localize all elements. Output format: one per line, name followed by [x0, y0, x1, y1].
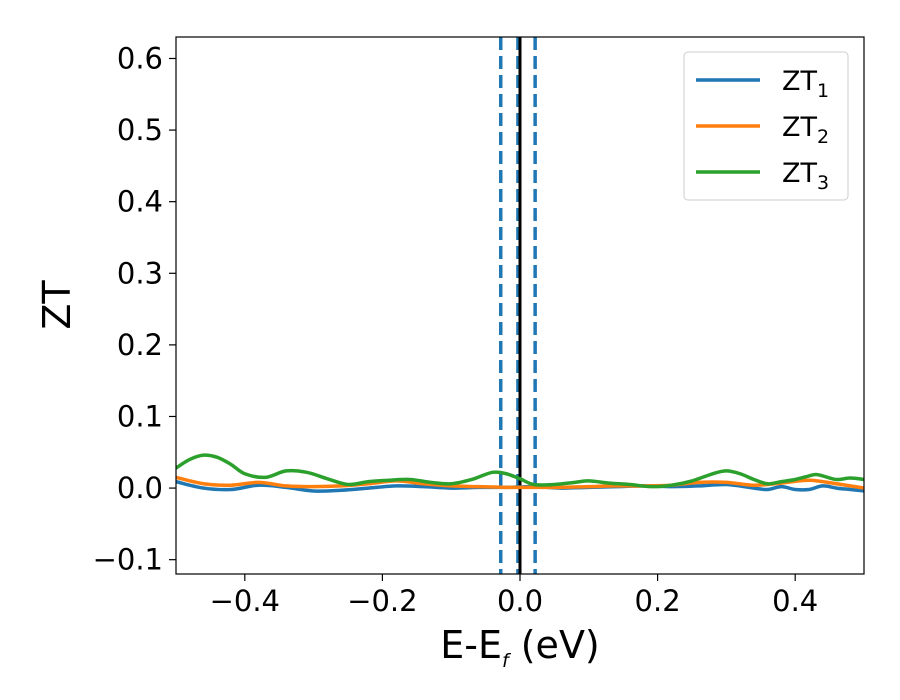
legend-label-3: ZT3	[782, 158, 829, 194]
y-tick-label: 0.4	[117, 185, 163, 219]
y-tick-label: 0.0	[117, 471, 163, 505]
y-tick-label: 0.1	[117, 399, 163, 433]
y-tick-label: 0.2	[117, 328, 163, 362]
legend-label-2: ZT2	[782, 112, 829, 148]
y-axis-label: ZT	[35, 280, 79, 330]
x-tick-label: 0.0	[497, 584, 543, 618]
x-tick-label: 0.4	[772, 584, 818, 618]
x-tick-label: 0.2	[635, 584, 681, 618]
y-tick-label: 0.5	[117, 113, 163, 147]
y-tick-label: 0.6	[117, 41, 163, 75]
y-tick-label: −0.1	[93, 543, 163, 577]
x-tick-label: −0.2	[347, 584, 417, 618]
series-line-3	[176, 453, 864, 489]
x-axis-label: E-Ef (eV)	[440, 623, 600, 672]
series-line-2	[176, 475, 864, 490]
legend: ZT1 ZT2 ZT3	[683, 51, 849, 201]
legend-box	[683, 51, 849, 201]
legend-label-1: ZT1	[782, 66, 829, 102]
x-tick-label: −0.4	[210, 584, 280, 618]
series-lines	[176, 453, 864, 493]
y-tick-label: 0.3	[117, 256, 163, 290]
x-axis: −0.4 −0.2 0.0 0.2 0.4	[210, 574, 818, 618]
y-axis: −0.1 0.0 0.1 0.2 0.3 0.4 0.5 0.6	[93, 41, 176, 577]
